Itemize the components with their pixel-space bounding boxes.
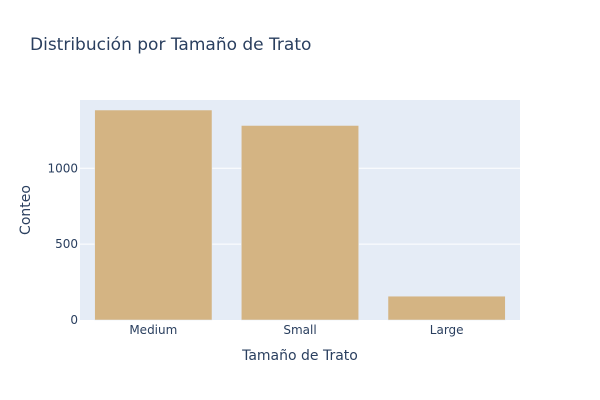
x-axis-label: Tamaño de Trato (241, 348, 358, 364)
bar-large (387, 295, 506, 321)
chart-title: Distribución por Tamaño de Trato (30, 35, 311, 55)
y-tick-label: 500 (55, 237, 78, 251)
bar-medium (94, 109, 213, 321)
y-axis-label: Conteo (18, 185, 34, 235)
y-tick-labels: 0 500 1000 (47, 161, 78, 327)
x-tick-labels: Medium Small Large (129, 323, 463, 337)
bar-small (241, 125, 359, 321)
x-tick-label: Large (430, 323, 464, 337)
x-tick-label: Small (283, 323, 316, 337)
y-tick-label: 0 (70, 313, 78, 327)
bars (94, 109, 506, 321)
y-tick-label: 1000 (47, 161, 78, 175)
x-tick-label: Medium (129, 323, 177, 337)
